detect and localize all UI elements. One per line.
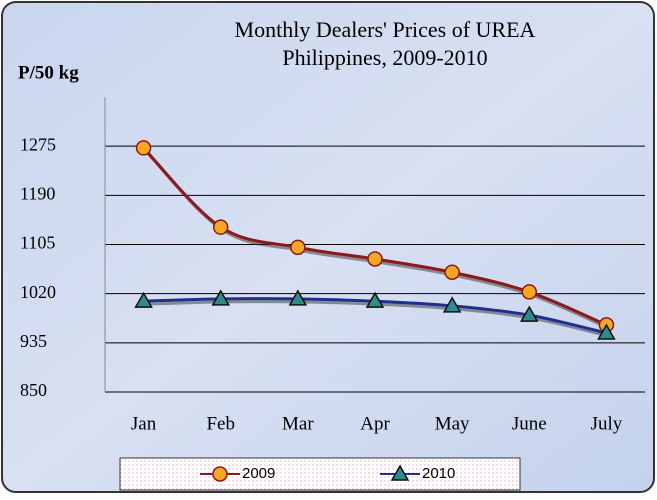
legend-label: 2010 [422,465,455,482]
data-point [442,296,462,313]
data-point [519,305,539,322]
x-tick-label: Apr [360,413,390,434]
chart-background [1,1,655,493]
data-point [444,264,460,281]
data-point [288,289,308,306]
data-point [521,284,538,300]
data-point [211,289,231,306]
data-point [365,291,385,308]
x-tick-label: Feb [206,413,235,434]
y-tick-label: 850 [20,380,47,400]
data-point [134,291,153,308]
y-tick-label: 935 [20,331,47,351]
x-tick-label: May [435,413,470,434]
y-tick-label: 1105 [20,233,55,253]
data-point [135,140,152,156]
data-point [597,323,616,340]
x-tick-label: June [512,413,547,434]
data-point [290,239,306,256]
data-point [212,219,229,235]
legend [119,457,521,491]
y-tick-label: 1275 [20,134,56,154]
y-tick-label: 1190 [20,183,55,203]
legend-marker [390,464,410,481]
chart-subtitle: Philippines, 2009-2010 [282,45,487,70]
x-tick-label: Mar [282,413,314,434]
y-tick-label: 1020 [20,282,56,302]
legend-label: 2009 [242,465,275,482]
x-tick-label: Jan [131,413,157,434]
x-tick-label: July [591,413,623,434]
legend-marker [212,466,228,482]
data-point [367,251,383,267]
chart-title: Monthly Dealers' Prices of UREA [235,17,536,42]
y-axis-label: P/50 kg [18,62,79,83]
